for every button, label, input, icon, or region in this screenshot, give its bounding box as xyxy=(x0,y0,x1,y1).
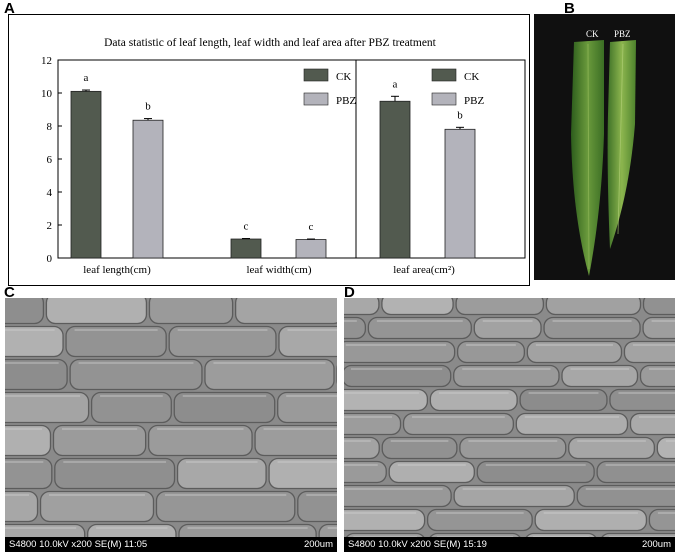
y-tick-label: 10 xyxy=(41,88,53,100)
y-axis: 0 2 4 6 8 10 12 xyxy=(41,55,62,265)
significance-letter: c xyxy=(309,221,314,233)
legend-swatch-ck xyxy=(431,68,457,82)
legend-swatch-pbz xyxy=(431,92,457,106)
sem-cells-pbz xyxy=(344,298,675,552)
bar-chart-panel: Data statistic of leaf length, leaf widt… xyxy=(8,14,530,286)
bar-ck xyxy=(70,90,102,259)
ck-leaf-label: CK xyxy=(586,29,599,39)
panel-label-d: D xyxy=(344,284,355,301)
significance-letter: b xyxy=(145,101,151,113)
sem-scale-text: 200um xyxy=(303,539,333,550)
x-category-label: leaf width(cm) xyxy=(246,264,311,276)
ck-leaf xyxy=(571,40,604,276)
legend-label-pbz: PBZ xyxy=(336,95,356,107)
significance-letter: a xyxy=(393,78,398,90)
legend-swatch-ck xyxy=(303,68,329,82)
significance-letter: a xyxy=(84,72,89,84)
legend-label-ck: CK xyxy=(464,71,479,83)
bar-ck xyxy=(379,100,411,259)
sem-info-bar: S4800 10.0kV x200 SE(M) 15:19 200um xyxy=(344,537,675,552)
panel-label-b: B xyxy=(564,0,575,17)
y-tick-label: 2 xyxy=(47,220,53,232)
y-tick-label: 0 xyxy=(47,253,53,265)
legend-label-ck: CK xyxy=(336,71,351,83)
legend-label-pbz: PBZ xyxy=(464,95,484,107)
x-category-label: leaf area(cm²) xyxy=(393,264,455,276)
significance-letter: c xyxy=(244,221,249,233)
bar-group: a c a b c b xyxy=(70,72,476,259)
bar-chart: Data statistic of leaf length, leaf widt… xyxy=(8,14,530,286)
bar-pbz xyxy=(132,119,164,259)
pbz-leaf-label: PBZ xyxy=(614,29,631,39)
pbz-leaf xyxy=(607,40,636,249)
leaf-photo: CK PBZ xyxy=(534,14,675,280)
bar-pbz xyxy=(295,239,327,259)
plot-area-right xyxy=(355,59,526,259)
sem-info-text: S4800 10.0kV x200 SE(M) 15:19 xyxy=(348,539,487,550)
y-tick-label: 8 xyxy=(47,121,53,133)
sem-image-pbz: S4800 10.0kV x200 SE(M) 15:19 200um xyxy=(344,298,675,552)
bar-ck xyxy=(230,238,262,259)
sem-info-bar: S4800 10.0kV x200 SE(M) 11:05 200um xyxy=(5,537,337,552)
y-tick-label: 6 xyxy=(47,154,53,166)
significance-letter: b xyxy=(457,109,463,121)
sem-scale-text: 200um xyxy=(641,539,671,550)
leaf-photo-graphic xyxy=(571,40,636,276)
panel-label-c: C xyxy=(4,284,15,301)
bar-pbz xyxy=(444,128,476,259)
y-tick-label: 12 xyxy=(41,55,52,67)
sem-info-text: S4800 10.0kV x200 SE(M) 11:05 xyxy=(9,539,148,550)
chart-title: Data statistic of leaf length, leaf widt… xyxy=(104,37,437,49)
sem-image-ck: S4800 10.0kV x200 SE(M) 11:05 200um xyxy=(5,298,337,552)
y-tick-label: 4 xyxy=(47,187,53,199)
panel-label-a: A xyxy=(4,0,15,17)
x-axis-labels: leaf length(cm) leaf width(cm) leaf area(c… xyxy=(83,264,455,276)
legend-group: CK PBZ CK PBZ xyxy=(303,68,484,107)
x-category-label: leaf length(cm) xyxy=(83,264,151,276)
sem-cells-ck xyxy=(5,298,337,552)
legend-swatch-pbz xyxy=(303,92,329,106)
